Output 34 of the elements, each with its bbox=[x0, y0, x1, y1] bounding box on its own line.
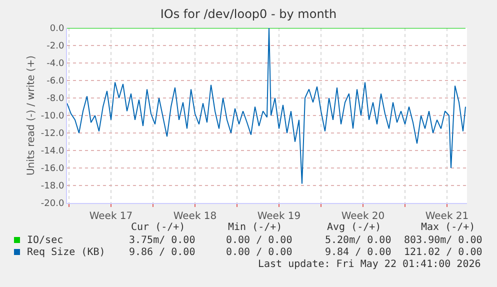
text: 0.00 / 0.00 bbox=[226, 247, 292, 258]
y-tick-label: -18.0 bbox=[40, 182, 64, 192]
y-axis-title: Units read (-) / write (+) bbox=[26, 55, 37, 176]
x-tick-label: Week 20 bbox=[341, 211, 385, 222]
y-tick-label: -14.0 bbox=[40, 146, 64, 157]
text: Last update: Fri May 22 01:41:00 2026 bbox=[258, 259, 481, 270]
chart-title: IOs for /dev/loop0 - by month bbox=[160, 7, 337, 22]
text: 9.86 / 0.00 bbox=[129, 247, 196, 258]
text: Cur (-/+) bbox=[131, 222, 186, 233]
line-series bbox=[67, 28, 466, 184]
text: Min (-/+) bbox=[228, 222, 282, 233]
text: 803.90m/ 0.00 bbox=[404, 235, 482, 246]
text: Max (-/+) bbox=[421, 222, 476, 233]
text: 9.84 / 0.00 bbox=[325, 247, 392, 258]
y-tick-label: -4.0 bbox=[46, 59, 64, 70]
legend-label: IO/sec bbox=[27, 235, 64, 246]
y-tick-label: 0.0 bbox=[50, 24, 64, 34]
x-tick-label: Week 21 bbox=[425, 211, 469, 222]
text: 5.20m/ 0.00 bbox=[325, 235, 392, 246]
x-tick-label: Week 17 bbox=[89, 211, 133, 222]
y-tick-label: -10.0 bbox=[40, 112, 64, 122]
x-tick-label: Week 19 bbox=[257, 211, 301, 222]
text: 0.00 / 0.00 bbox=[226, 235, 292, 246]
y-tick-label: -6.0 bbox=[46, 76, 64, 87]
y-tick-label: -2.0 bbox=[46, 42, 64, 52]
y-tick-label: -20.0 bbox=[40, 199, 64, 210]
text: 121.02 / 0.00 bbox=[404, 247, 482, 258]
text: Avg (-/+) bbox=[327, 222, 382, 233]
legend-label: Req Size (KB) bbox=[27, 247, 106, 258]
y-tick-label: -8.0 bbox=[46, 94, 64, 104]
y-tick-label: -12.0 bbox=[40, 129, 64, 140]
text: 3.75m/ 0.00 bbox=[129, 235, 196, 246]
x-tick-label: Week 18 bbox=[173, 211, 217, 222]
y-tick-label: -16.0 bbox=[40, 164, 64, 174]
